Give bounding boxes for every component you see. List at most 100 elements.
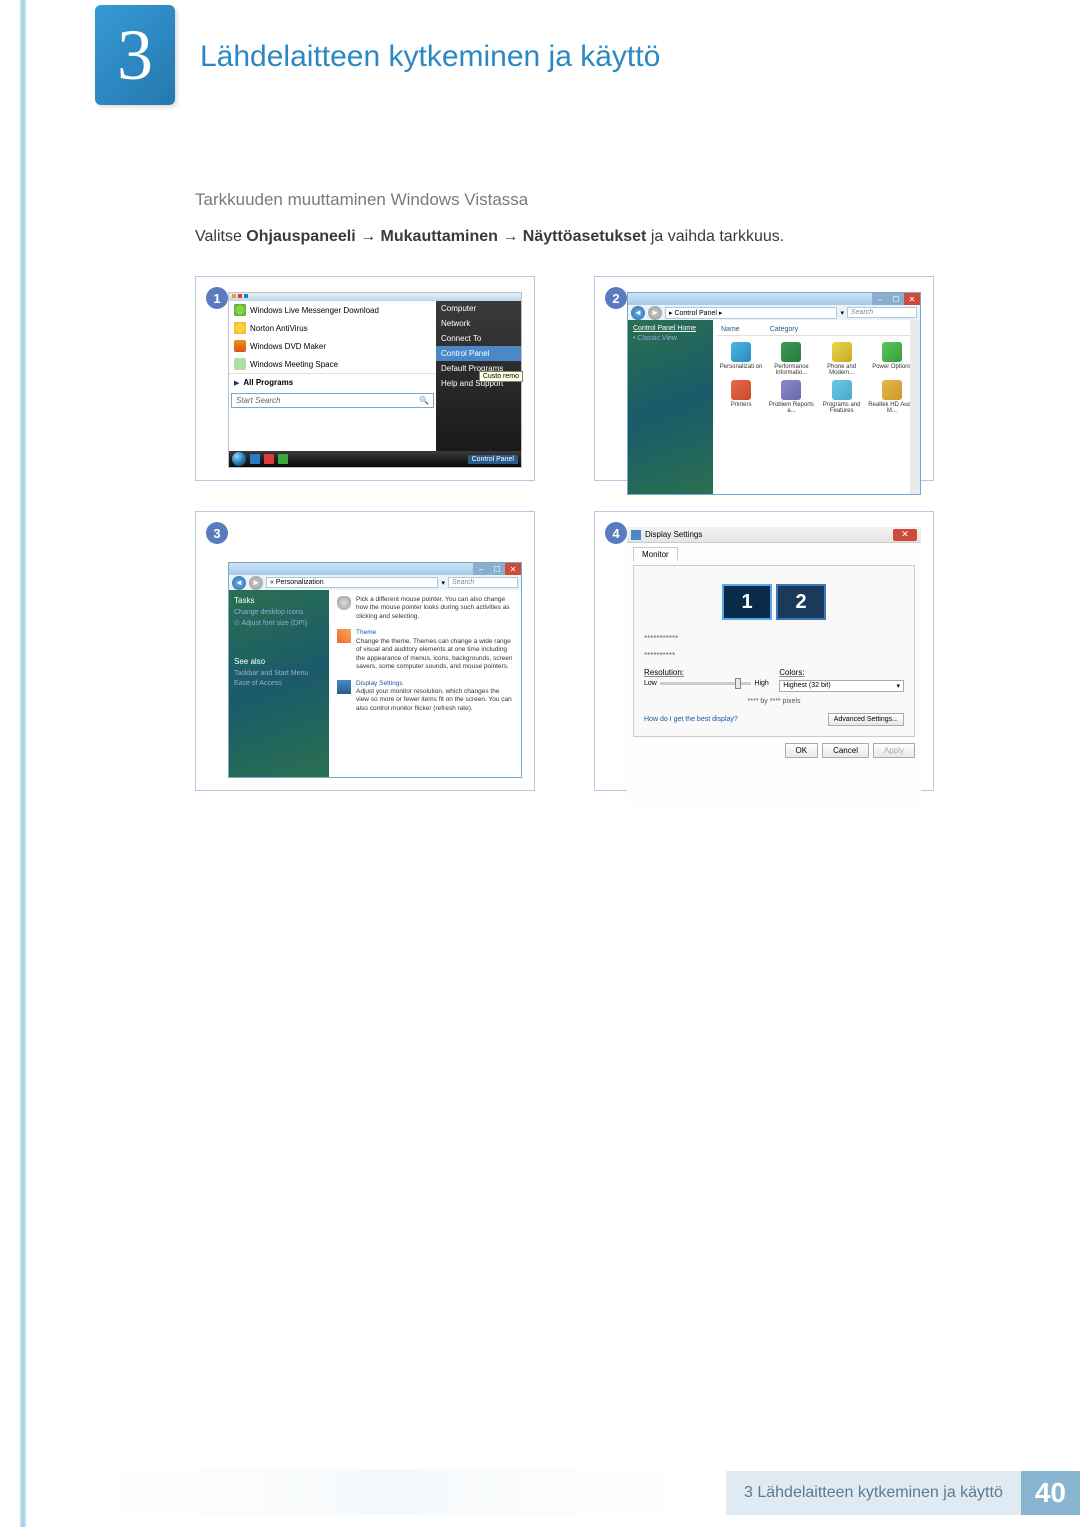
- chevron-down-icon: ▾: [896, 682, 900, 690]
- step-1-screenshot: Windows Live Messenger Download Norton A…: [228, 292, 522, 468]
- taskbar-icon[interactable]: [278, 454, 288, 464]
- tab-monitor[interactable]: Monitor: [633, 547, 678, 561]
- cp-home-link[interactable]: Control Panel Home: [633, 325, 708, 332]
- ok-button[interactable]: OK: [785, 743, 819, 758]
- adjust-font-size[interactable]: Adjust font size (DPI): [234, 619, 324, 627]
- start-item-label: Windows DVD Maker: [250, 342, 326, 351]
- resolution-label: Resolution:: [644, 668, 769, 677]
- instr-post: ja vaihda tarkkuus.: [646, 228, 784, 245]
- start-item-dvd[interactable]: Windows DVD Maker: [229, 337, 436, 355]
- close-icon[interactable]: ✕: [893, 529, 917, 541]
- all-programs-label: All Programs: [243, 378, 293, 387]
- cp-icon-item[interactable]: Phone and Modem...: [818, 342, 866, 376]
- nav-back-icon[interactable]: ◄: [631, 306, 645, 320]
- step-4-number: 4: [605, 522, 627, 544]
- nav-forward-icon[interactable]: ►: [249, 576, 263, 590]
- start-right-item[interactable]: Computer: [436, 301, 521, 316]
- start-item-norton[interactable]: Norton AntiVirus: [229, 319, 436, 337]
- cp-icon-item[interactable]: Problem Reports a...: [767, 380, 815, 414]
- theme-title: Theme: [356, 629, 513, 637]
- taskbar-startmenu-link[interactable]: Taskbar and Start Menu: [234, 670, 324, 677]
- cp-sidebar: Control Panel Home Classic View: [628, 320, 713, 494]
- apply-button[interactable]: Apply: [873, 743, 915, 758]
- monitor-1[interactable]: 1: [722, 584, 772, 620]
- address-bar: ◄ ► « Personalization ▾ Search: [229, 575, 521, 590]
- content-area: Tarkkuuden muuttaminen Windows Vistassa …: [195, 190, 955, 791]
- cp-icon-item[interactable]: Personalizati on: [717, 342, 765, 376]
- personalization-sidebar: Tasks Change desktop icons Adjust font s…: [229, 590, 329, 777]
- step-1: 1 Windows Live Messenger Download Norton…: [195, 276, 535, 481]
- nav-back-icon[interactable]: ◄: [232, 576, 246, 590]
- display-settings-icon: [631, 530, 641, 540]
- start-search-input[interactable]: Start Search: [231, 393, 434, 408]
- start-item-msn[interactable]: Windows Live Messenger Download: [229, 301, 436, 319]
- address-bar: ◄ ► ▸ Control Panel ▸ ▾ Search: [628, 305, 920, 320]
- search-input[interactable]: Search: [847, 307, 917, 318]
- cp-icon-item[interactable]: Programs and Features: [818, 380, 866, 414]
- minimize-icon[interactable]: –: [872, 293, 888, 305]
- monitor-2[interactable]: 2: [776, 584, 826, 620]
- step-4-screenshot: Display Settings ✕ Monitor 1 2 *********…: [627, 527, 921, 805]
- pixels-readout: **** by **** pixels: [642, 696, 906, 707]
- change-desktop-icons[interactable]: Change desktop icons: [234, 609, 324, 616]
- dialog-titlebar: Display Settings ✕: [627, 527, 921, 543]
- maximize-icon[interactable]: ☐: [888, 293, 904, 305]
- close-icon[interactable]: ✕: [904, 293, 920, 305]
- taskbar-control-panel[interactable]: Control Panel: [468, 455, 518, 464]
- taskbar-icon[interactable]: [250, 454, 260, 464]
- mouse-pointers-item[interactable]: Pick a different mouse pointer. You can …: [337, 596, 513, 621]
- slider-low: Low: [644, 680, 657, 687]
- tab-panel: 1 2 *********** ********** Resolution: L…: [633, 565, 915, 737]
- help-link[interactable]: How do I get the best display?: [644, 716, 738, 723]
- taskbar-icon[interactable]: [264, 454, 274, 464]
- display-settings-item[interactable]: Display SettingsAdjust your monitor reso…: [337, 680, 513, 714]
- start-orb-icon[interactable]: [232, 452, 246, 466]
- scrollbar[interactable]: [910, 320, 920, 494]
- cp-icon-item[interactable]: Realtek HD Audio M...: [868, 380, 916, 414]
- step-3: 3 – ☐ ✕ ◄ ► « Personalization ▾ Search: [195, 511, 535, 791]
- colors-label: Colors:: [779, 668, 904, 677]
- cp-icon-item[interactable]: Performance Informatio...: [767, 342, 815, 376]
- msn-icon: [234, 304, 246, 316]
- instr-pre: Valitse: [195, 228, 246, 245]
- footer-text: 3 Lähdelaitteen kytkeminen ja käyttö: [726, 1471, 1021, 1515]
- tasks-heading: Tasks: [234, 596, 324, 605]
- cp-icon-item[interactable]: Printers: [717, 380, 765, 414]
- breadcrumb[interactable]: ▸ Control Panel ▸: [665, 307, 837, 319]
- display-title: Display Settings: [356, 680, 513, 688]
- close-icon[interactable]: ✕: [505, 563, 521, 575]
- breadcrumb[interactable]: « Personalization: [266, 577, 438, 588]
- start-item-meeting[interactable]: Windows Meeting Space: [229, 355, 436, 373]
- advanced-settings-button[interactable]: Advanced Settings...: [828, 713, 904, 726]
- maximize-icon[interactable]: ☐: [489, 563, 505, 575]
- start-right-item[interactable]: Connect To: [436, 331, 521, 346]
- cp-icon-item[interactable]: Power Options: [868, 342, 916, 376]
- window-titlebar: – ☐ ✕: [229, 563, 521, 575]
- cp-item-label: Phone and Modem...: [818, 364, 866, 376]
- cp-item-label: Personalizati on: [720, 364, 763, 370]
- start-right-item[interactable]: Control Panel: [436, 346, 521, 361]
- step-2-number: 2: [605, 287, 627, 309]
- cancel-button[interactable]: Cancel: [822, 743, 869, 758]
- nav-forward-icon[interactable]: ►: [648, 306, 662, 320]
- tooltip: Custo remo: [479, 371, 523, 382]
- colors-select[interactable]: Highest (32 bit)▾: [779, 680, 904, 692]
- search-input[interactable]: Search: [448, 577, 518, 588]
- all-programs[interactable]: All Programs: [229, 373, 436, 391]
- taskbar-cp-label: Control Panel: [472, 456, 514, 463]
- minimize-icon[interactable]: –: [473, 563, 489, 575]
- step-1-number: 1: [206, 287, 228, 309]
- chapter-number-badge: 3: [95, 5, 175, 105]
- ease-of-access-link[interactable]: Ease of Access: [234, 680, 324, 687]
- norton-icon: [234, 322, 246, 334]
- instr-b2: Mukauttaminen: [381, 228, 498, 245]
- col-category[interactable]: Category: [770, 326, 798, 333]
- cp-classic-view[interactable]: Classic View: [633, 335, 708, 342]
- start-right-item[interactable]: Network: [436, 316, 521, 331]
- col-name[interactable]: Name: [721, 326, 740, 333]
- resolution-slider[interactable]: Low High: [644, 680, 769, 687]
- theme-item[interactable]: ThemeChange the theme. Themes can change…: [337, 629, 513, 671]
- mouse-icon: [337, 596, 351, 610]
- slider-thumb[interactable]: [735, 678, 741, 689]
- meeting-icon: [234, 358, 246, 370]
